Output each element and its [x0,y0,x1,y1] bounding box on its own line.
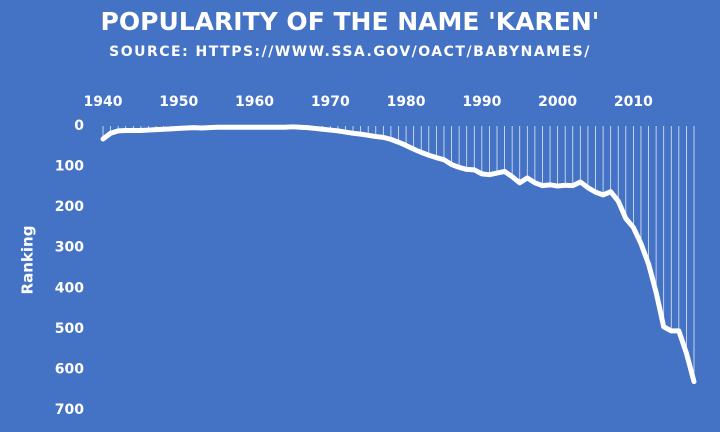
chart-subtitle: SOURCE: HTTPS://WWW.SSA.GOV/OACT/BABYNAM… [109,44,591,60]
data-line [100,124,697,385]
y-tick-label: 200 [55,199,84,215]
y-tick-label: 700 [55,402,84,418]
y-axis-label: Ranking [19,226,37,295]
y-tick-label: 0 [74,118,84,134]
x-tick-label: 1970 [311,94,350,110]
y-tick-label: 300 [55,240,84,256]
y-tick-label: 600 [55,361,84,377]
x-tick-label: 2000 [538,94,577,110]
chart-title: POPULARITY OF THE NAME 'KAREN' [101,7,600,36]
x-tick-label: 1990 [462,94,501,110]
y-tick-label: 500 [55,321,84,337]
y-tick-label: 100 [55,159,84,175]
x-tick-label: 1960 [235,94,274,110]
x-tick-label: 1980 [387,94,426,110]
x-tick-label: 1940 [84,94,123,110]
x-tick-label: 1950 [159,94,198,110]
y-tick-label: 400 [55,280,84,296]
x-tick-label: 2010 [614,94,653,110]
